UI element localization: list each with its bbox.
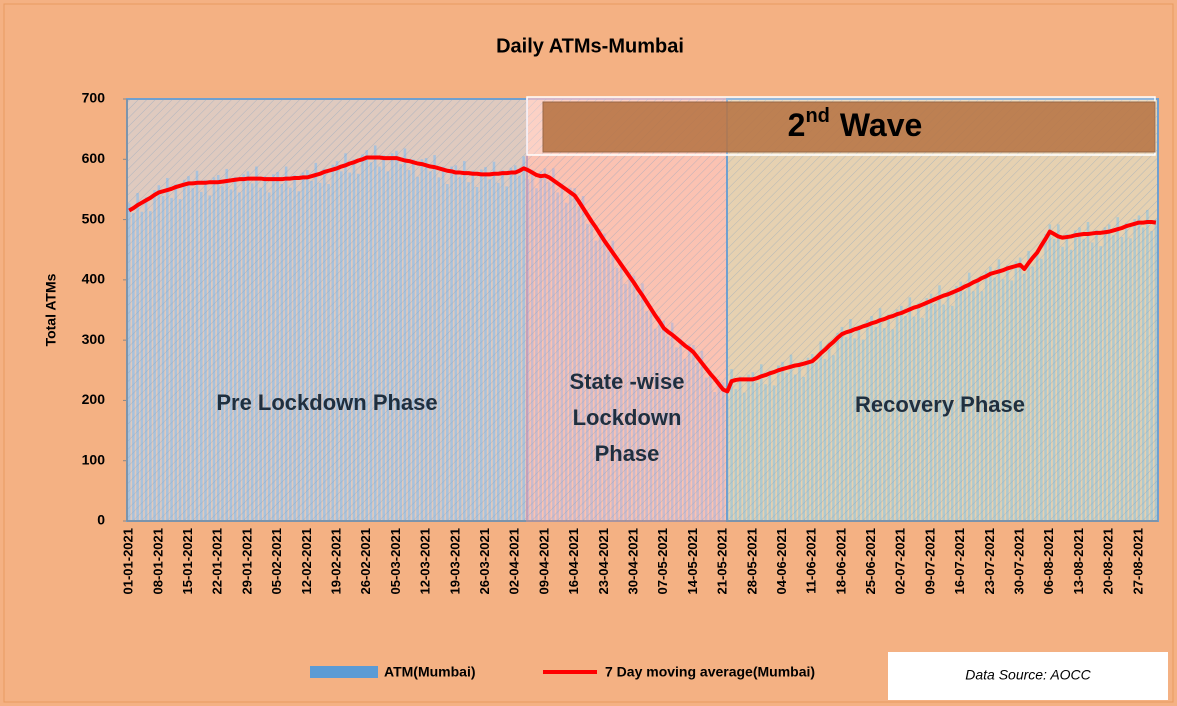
x-tick-label: 06-08-2021: [1041, 528, 1056, 595]
x-tick-label: 19-03-2021: [447, 528, 462, 595]
y-tick-label: 700: [82, 90, 106, 106]
x-tick-label: 28-05-2021: [744, 528, 759, 595]
phase-label: Phase: [595, 441, 660, 466]
x-tick-label: 26-03-2021: [477, 528, 492, 595]
phase-hatch: [127, 99, 527, 521]
x-tick-label: 26-02-2021: [358, 528, 373, 595]
x-tick-label: 22-01-2021: [210, 528, 225, 595]
wave-box: [542, 101, 1156, 153]
x-tick-label: 30-07-2021: [1012, 528, 1027, 595]
x-tick-label: 23-07-2021: [982, 528, 997, 595]
x-tick-label: 29-01-2021: [239, 528, 254, 595]
wave-label: 2nd Wave: [788, 105, 923, 143]
x-tick-label: 19-02-2021: [328, 528, 343, 595]
x-tick-label: 16-07-2021: [952, 528, 967, 595]
x-tick-label: 12-03-2021: [418, 528, 433, 595]
wave-label-part: Wave: [840, 107, 922, 143]
x-tick-label: 21-05-2021: [715, 528, 730, 595]
legend-swatch: [310, 666, 378, 678]
x-tick-label: 02-04-2021: [507, 528, 522, 595]
y-tick-label: 400: [82, 271, 106, 287]
x-tick-label: 02-07-2021: [893, 528, 908, 595]
phase-hatch: [527, 99, 727, 521]
x-tick-label: 04-06-2021: [774, 528, 789, 595]
x-tick-label: 07-05-2021: [655, 528, 670, 595]
x-tick-label: 23-04-2021: [596, 528, 611, 595]
y-axis-label: Total ATMs: [43, 273, 59, 346]
moving-average-line: [128, 155, 1157, 394]
x-tick-label: 16-04-2021: [566, 528, 581, 595]
x-tick-label: 25-06-2021: [863, 528, 878, 595]
y-tick-label: 0: [97, 512, 105, 528]
y-tick-label: 300: [82, 331, 106, 347]
x-tick-label: 18-06-2021: [833, 528, 848, 595]
phase-label: Lockdown: [573, 405, 682, 430]
y-tick-label: 100: [82, 451, 106, 467]
wave-label-part: 2: [788, 107, 806, 143]
phase-hatch: [727, 99, 1158, 521]
y-tick-label: 200: [82, 391, 106, 407]
x-tick-label: 12-02-2021: [299, 528, 314, 595]
x-tick-label: 30-04-2021: [625, 528, 640, 595]
y-tick-label: 500: [82, 210, 106, 226]
x-tick-label: 15-01-2021: [180, 528, 195, 595]
y-tick-label: 600: [82, 150, 106, 166]
x-tick-label: 11-06-2021: [804, 528, 819, 594]
x-tick-label: 08-01-2021: [150, 528, 165, 595]
x-tick-label: 27-08-2021: [1130, 528, 1145, 595]
x-tick-label: 09-04-2021: [536, 528, 551, 595]
x-tick-label: 05-02-2021: [269, 528, 284, 595]
legend-label: 7 Day moving average(Mumbai): [605, 664, 815, 680]
x-tick-label: 13-08-2021: [1071, 528, 1086, 595]
x-tick-label: 14-05-2021: [685, 528, 700, 595]
x-tick-label: 05-03-2021: [388, 528, 403, 595]
phase-label: Recovery Phase: [855, 392, 1025, 417]
wave-label-part: nd: [805, 105, 829, 127]
legend-label: ATM(Mumbai): [384, 664, 476, 680]
phase-label: Pre Lockdown Phase: [216, 390, 437, 415]
phase-label: State -wise: [570, 369, 685, 394]
source-note: Data Source: AOCC: [965, 667, 1091, 683]
chart-title: Daily ATMs-Mumbai: [496, 35, 684, 57]
x-tick-label: 20-08-2021: [1101, 528, 1116, 595]
source-box: [888, 652, 1168, 700]
x-tick-label: 01-01-2021: [121, 528, 136, 595]
x-tick-label: 09-07-2021: [922, 528, 937, 595]
